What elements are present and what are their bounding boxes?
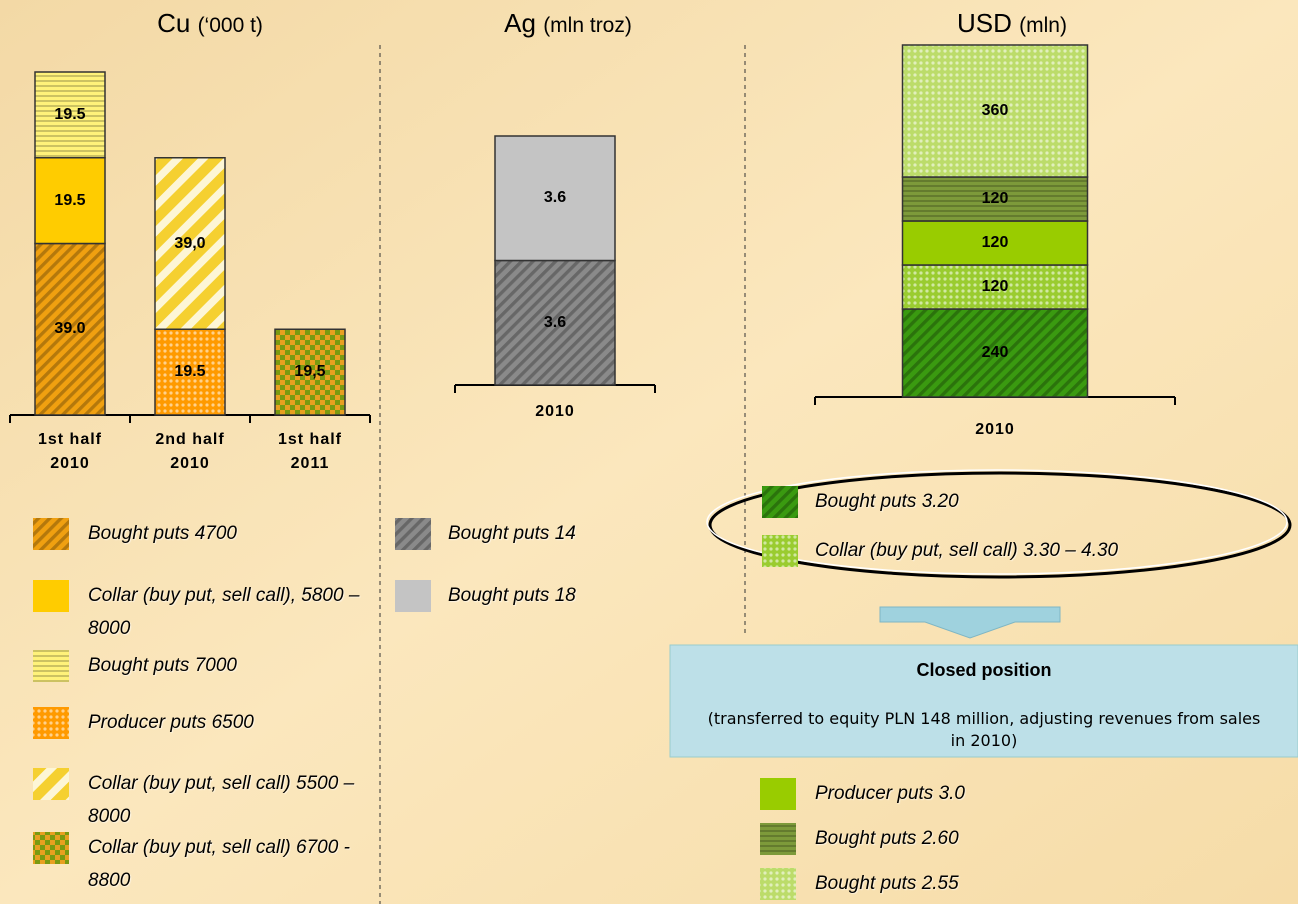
highlight-ellipse <box>708 471 1292 579</box>
value-label: 3.6 <box>543 189 567 207</box>
legend-label: Bought puts 2.60 <box>815 828 959 849</box>
legend-swatch <box>33 832 69 864</box>
closed-position-note: (transferred to equity PLN 148 million, … <box>707 709 1261 750</box>
bar-segment <box>494 135 616 262</box>
value-label: 19,5 <box>294 363 326 381</box>
legend-label: Bought puts 2.55 <box>815 873 959 894</box>
closed-position-box <box>669 644 1298 758</box>
legend-swatch <box>395 518 431 550</box>
x-tick-label: 2010 <box>535 403 575 420</box>
legend-swatch <box>760 778 796 810</box>
legend-label: Bought puts 7000 <box>88 655 237 676</box>
legend-label: Producer puts 6500 <box>88 712 254 733</box>
bar-segment <box>154 328 226 416</box>
bar-segment <box>274 328 346 416</box>
value-label: 360 <box>981 102 1009 119</box>
legend-label: Producer puts 3.0 <box>815 783 965 804</box>
legend-swatch <box>760 823 796 855</box>
legend-label: Bought puts 4700 <box>88 523 237 544</box>
closed-position-title: Closed position <box>916 660 1052 680</box>
x-tick-label: 2nd half 2010 <box>155 431 225 472</box>
bar-segment <box>494 259 616 386</box>
chart-title: Ag (mln troz) <box>504 8 632 39</box>
legend-swatch <box>33 518 69 550</box>
legend-label: Bought puts 18 <box>448 585 576 606</box>
legend-label: Bought puts 3.20 <box>815 491 959 512</box>
legend-swatch <box>760 868 796 900</box>
value-label: 39,0 <box>174 234 206 252</box>
title-unit: (mln troz) <box>543 14 632 37</box>
legend-swatch <box>33 650 69 682</box>
bar-segment <box>34 242 106 416</box>
bar-segment <box>901 176 1089 222</box>
value-label: 120 <box>981 190 1009 207</box>
legend-swatch <box>395 580 431 612</box>
value-label: 39.0 <box>54 320 86 338</box>
bar-segment <box>901 44 1089 178</box>
x-tick-label: 2010 <box>975 421 1015 438</box>
bar-segment <box>34 71 106 159</box>
legend-label: Collar (buy put, sell call), 5800 – 8000 <box>88 585 360 639</box>
legend-swatch <box>33 707 69 739</box>
value-label: 19.5 <box>174 363 206 381</box>
chart-title: USD (mln) <box>957 8 1067 39</box>
title-unit: (mln) <box>1019 14 1067 37</box>
x-tick-label: 1st half 2010 <box>37 431 102 472</box>
bar-segment <box>154 157 226 330</box>
value-label: 3.6 <box>543 313 567 331</box>
legend-swatch <box>762 535 798 567</box>
value-label: 120 <box>981 278 1009 295</box>
title-main: USD <box>957 8 1012 38</box>
value-label: 19.5 <box>54 191 86 209</box>
title-unit: (‘000 t) <box>197 14 263 37</box>
bar-segment <box>901 308 1089 398</box>
value-label: 120 <box>981 234 1009 251</box>
chart-title: Cu (‘000 t) <box>157 8 263 39</box>
x-tick-label: 1st half 2011 <box>277 431 342 472</box>
arrow <box>879 606 1061 639</box>
title-main: Ag <box>504 8 536 38</box>
legend-swatch <box>33 580 69 612</box>
title-main: Cu <box>157 8 191 38</box>
value-label: 19.5 <box>54 105 86 123</box>
highlight-ellipse <box>706 469 1288 575</box>
legend-label: Collar (buy put, sell call) 3.30 – 4.30 <box>815 540 1119 561</box>
legend-swatch <box>762 486 798 518</box>
bar-segment <box>34 157 106 245</box>
legend-label: Collar (buy put, sell call) 6700 - 8800 <box>88 837 350 891</box>
legend-label: Bought puts 14 <box>448 523 576 544</box>
legend-swatch <box>33 768 69 800</box>
legend-label: Collar (buy put, sell call) 5500 – 8000 <box>88 773 355 827</box>
bar-segment <box>901 264 1089 310</box>
value-label: 240 <box>981 344 1009 361</box>
